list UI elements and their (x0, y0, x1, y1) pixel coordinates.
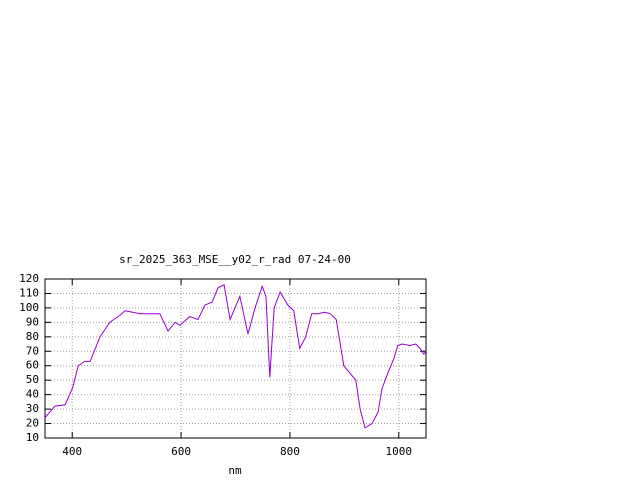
y-tick-label: 70 (26, 344, 39, 357)
x-axis-label: nm (228, 464, 242, 477)
x-tick-label: 800 (280, 445, 300, 458)
y-tick-label: 100 (19, 301, 39, 314)
y-tick-label: 40 (26, 388, 39, 401)
chart-title: sr_2025_363_MSE__y02_r_rad 07-24-00 (119, 253, 351, 266)
y-tick-label: 90 (26, 315, 39, 328)
y-tick-label: 120 (19, 272, 39, 285)
x-tick-label: 1000 (386, 445, 413, 458)
x-tick-label: 400 (62, 445, 82, 458)
y-tick-label: 60 (26, 359, 39, 372)
y-tick-label: 80 (26, 330, 39, 343)
plot-frame (44, 278, 427, 439)
y-tick-label: 110 (19, 286, 39, 299)
y-tick-label: 20 (26, 417, 39, 430)
y-tick-label: 10 (26, 431, 39, 444)
data-line (44, 284, 427, 429)
x-tick-label: 600 (171, 445, 191, 458)
y-tick-label: 30 (26, 402, 39, 415)
y-tick-label: 50 (26, 373, 39, 386)
